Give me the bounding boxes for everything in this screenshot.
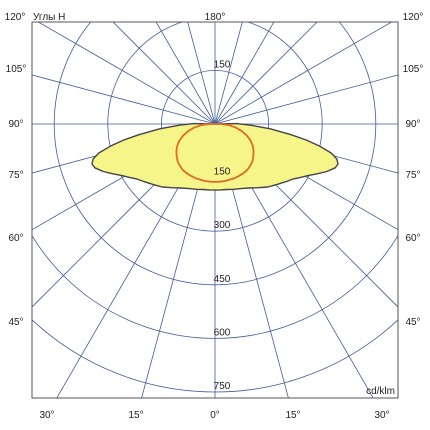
radial-labels: 150 150 300 450 600 750 xyxy=(214,59,231,392)
grid-spoke xyxy=(214,22,318,125)
angle-label-left: 105° xyxy=(6,64,27,75)
angle-label: 120° xyxy=(5,12,26,23)
grid-spoke xyxy=(187,22,216,125)
angle-label-bottom: 0° xyxy=(210,410,220,421)
grid-spoke xyxy=(155,22,216,125)
angle-label-left: 90° xyxy=(8,119,23,130)
angle-label: 120° xyxy=(403,12,424,23)
angle-label-bottom: 15° xyxy=(128,410,143,421)
grid-spoke xyxy=(214,22,275,125)
radial-tick-label: 150 xyxy=(214,167,231,178)
unit-label: cd/klm xyxy=(366,386,395,397)
angle-label-right: 45° xyxy=(405,317,420,328)
subtitle: Углы H xyxy=(33,12,65,23)
series-layer xyxy=(91,122,339,191)
radial-tick-label: 300 xyxy=(214,220,231,231)
angle-label-bottom: 30° xyxy=(39,410,54,421)
angle-label-left: 75° xyxy=(8,170,23,181)
grid-spoke xyxy=(32,74,216,125)
angle-label-left: 45° xyxy=(8,317,23,328)
angle-label-left: 60° xyxy=(8,233,23,244)
angle-labels: 120° 180° 120° 105° 90° 75° 60° 45° 105° 90° 75° 60… xyxy=(5,12,424,421)
series-curve-1 xyxy=(91,122,339,191)
grid-spoke xyxy=(214,22,393,125)
angle-label-bottom: 15° xyxy=(285,410,300,421)
grid-spoke xyxy=(112,22,216,125)
grid-spoke xyxy=(214,74,398,125)
angle-label-right: 90° xyxy=(405,119,420,130)
radial-tick-label: 600 xyxy=(214,327,231,338)
radial-tick-label: 450 xyxy=(214,274,231,285)
series-curve-2 xyxy=(175,123,255,183)
radial-tick-label: 750 xyxy=(214,381,231,392)
angle-label: 180° xyxy=(205,12,226,23)
grid-spoke xyxy=(37,22,216,125)
grid-spoke xyxy=(214,22,243,125)
angle-label-right: 60° xyxy=(405,233,420,244)
angle-label-right: 105° xyxy=(403,64,424,75)
angle-label-bottom: 30° xyxy=(374,410,389,421)
radial-tick-label: 150 xyxy=(214,59,231,70)
angle-label-right: 75° xyxy=(405,170,420,181)
